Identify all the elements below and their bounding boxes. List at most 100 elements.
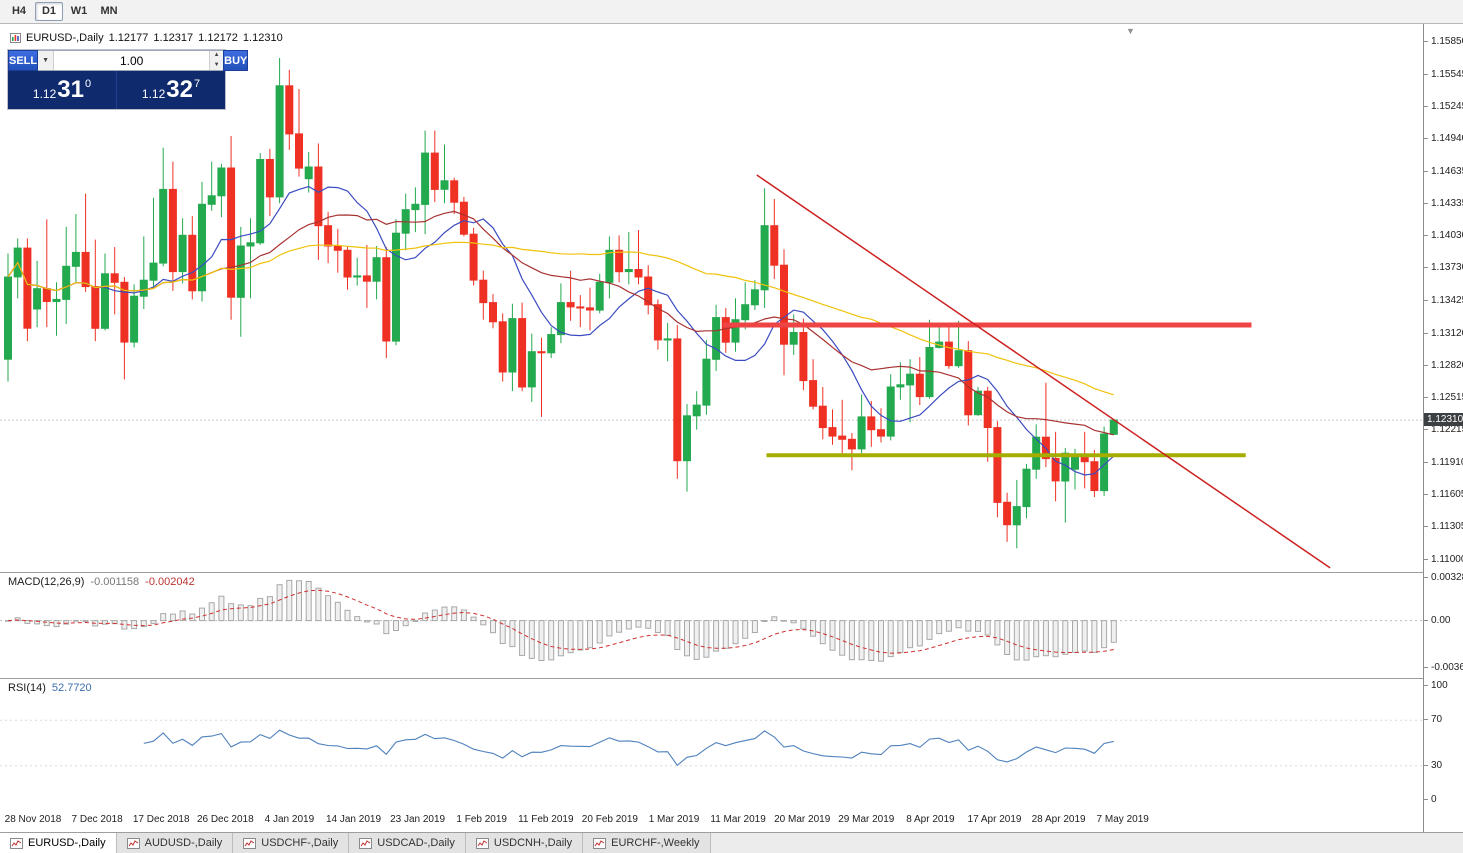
rsi-panel[interactable] — [0, 678, 1423, 808]
date-label: 11 Mar 2019 — [710, 814, 766, 825]
timeframe-button-d1[interactable]: D1 — [35, 2, 63, 21]
price-axis-label: 1.14940 — [1424, 134, 1463, 144]
main-chart-svg[interactable] — [0, 24, 1423, 572]
chart-title: EURUSD-,Daily 1.12177 1.12317 1.12172 1.… — [10, 32, 283, 44]
tab-label: EURCHF-,Weekly — [611, 837, 700, 849]
tab-label: USDCNH-,Daily — [493, 837, 573, 849]
rsi-axis-label: 0 — [1424, 795, 1463, 805]
timeframe-toolbar: H4 D1 W1 MN — [0, 0, 1463, 24]
chart-tab-bar: EURUSD-,Daily AUDUSD-,Daily USDCHF-,Daily U… — [0, 832, 1463, 853]
tab-label: USDCAD-,Daily — [377, 837, 455, 849]
macd-signal-line — [7, 589, 1114, 654]
date-label: 8 Apr 2019 — [906, 814, 955, 825]
date-label: 28 Nov 2018 — [4, 814, 62, 825]
price-axis-label: 1.13120 — [1424, 328, 1463, 339]
date-label: 7 Dec 2018 — [71, 814, 123, 825]
date-label: 29 Mar 2019 — [838, 814, 895, 825]
macd-label: MACD(12,26,9) -0.001158 -0.002042 — [8, 576, 195, 588]
current-price-badge: 1.12310 — [1424, 413, 1463, 427]
macd-axis-max: 0.003287 — [1424, 573, 1463, 583]
price-axis-label: 1.15850 — [1424, 37, 1463, 47]
date-axis[interactable]: 28 Nov 2018 7 Dec 2018 17 Dec 2018 26 Dec 2… — [0, 808, 1423, 832]
tab-usdcad-daily[interactable]: USDCAD-,Daily — [349, 833, 466, 853]
rsi-label: RSI(14) 52.7720 — [8, 682, 92, 694]
price-axis-label: 1.11605 — [1424, 490, 1463, 500]
candles — [4, 58, 1118, 549]
buy-price-pips: 32 — [166, 76, 193, 103]
chart-window[interactable]: EURUSD-,Daily 1.12177 1.12317 1.12172 1.… — [0, 24, 1463, 832]
lot-size-input[interactable] — [54, 51, 210, 70]
price-axis-label: 1.11305 — [1424, 522, 1463, 532]
price-axis-label: 1.12515 — [1424, 393, 1463, 403]
price-axis-label: 1.14635 — [1424, 166, 1463, 177]
price-axis-label: 1.14030 — [1424, 231, 1463, 241]
buy-price-point: 7 — [193, 78, 201, 90]
macd-signal-value: -0.002042 — [145, 576, 195, 588]
main-chart-panel[interactable] — [0, 24, 1423, 572]
price-axis-label: 1.11000 — [1424, 555, 1463, 565]
macd-histogram — [5, 579, 1117, 662]
lot-dropdown-arrow-icon[interactable]: ▼ — [38, 51, 55, 70]
rsi-name: RSI(14) — [8, 682, 46, 694]
sell-price[interactable]: 1.12 31 0 — [8, 71, 117, 109]
tab-chart-icon — [593, 837, 607, 849]
tab-chart-icon — [359, 837, 373, 849]
rsi-value: 52.7720 — [51, 682, 92, 694]
lot-size-control[interactable]: ▼ ▲ ▼ — [38, 50, 224, 71]
rsi-axis-label: 70 — [1424, 715, 1463, 725]
price-axis-label: 1.13730 — [1424, 263, 1463, 273]
date-label: 4 Jan 2019 — [264, 814, 315, 825]
buy-price-prefix: 1.12 — [141, 86, 166, 101]
price-axis-label: 1.12820 — [1424, 360, 1463, 371]
symbol-period-label: EURUSD-,Daily — [26, 32, 104, 44]
tab-chart-icon — [10, 837, 23, 849]
macd-panel[interactable] — [0, 572, 1423, 678]
buy-button[interactable]: BUY — [223, 50, 249, 71]
rsi-svg[interactable] — [0, 678, 1423, 808]
tab-chart-icon — [126, 837, 140, 849]
rsi-line — [143, 729, 1114, 767]
tab-label: EURUSD-,Daily — [28, 837, 106, 849]
chart-shift-marker-icon[interactable]: ▼ — [1126, 26, 1135, 36]
macd-axis-min: -0.003659 — [1424, 663, 1463, 673]
lot-decrease-button[interactable]: ▼ — [210, 60, 224, 70]
rsi-axis-label: 100 — [1424, 681, 1463, 691]
panel-separator[interactable] — [0, 678, 1463, 679]
price-axis[interactable]: 1.15850 1.15545 1.15245 1.14940 1.14635 1.143… — [1423, 24, 1463, 832]
tab-label: AUDUSD-,Daily — [144, 837, 223, 849]
tab-usdcnh-daily[interactable]: USDCNH-,Daily — [465, 833, 584, 853]
ma-10-line — [7, 185, 1115, 476]
timeframe-button-h4[interactable]: H4 — [5, 2, 33, 21]
macd-name: MACD(12,26,9) — [8, 576, 85, 588]
tab-eurusd-daily[interactable]: EURUSD-,Daily — [0, 833, 117, 853]
descending-trendline[interactable] — [756, 174, 1331, 569]
buy-price[interactable]: 1.12 32 7 — [117, 71, 225, 109]
price-axis-label: 1.15245 — [1424, 101, 1463, 112]
date-label: 14 Jan 2019 — [325, 814, 382, 825]
timeframe-button-mn[interactable]: MN — [95, 2, 123, 21]
sell-price-pips: 31 — [57, 76, 84, 103]
tab-usdchf-daily[interactable]: USDCHF-,Daily — [233, 833, 350, 853]
date-label: 20 Feb 2019 — [581, 814, 638, 825]
lot-spinner: ▲ ▼ — [209, 51, 224, 70]
timeframe-button-w1[interactable]: W1 — [65, 2, 93, 21]
date-label: 1 Feb 2019 — [456, 814, 507, 825]
price-axis-label: 1.14335 — [1424, 198, 1463, 209]
tab-chart-icon — [475, 837, 489, 849]
date-label: 1 Mar 2019 — [648, 814, 700, 825]
date-label: 17 Apr 2019 — [967, 814, 1022, 825]
tab-eurchf-weekly[interactable]: EURCHF-,Weekly — [583, 833, 711, 853]
panel-separator[interactable] — [0, 572, 1463, 573]
sell-button[interactable]: SELL — [8, 50, 39, 71]
date-label: 7 May 2019 — [1096, 814, 1149, 825]
lot-increase-button[interactable]: ▲ — [210, 51, 224, 61]
tab-chart-icon — [243, 837, 257, 849]
tab-label: USDCHF-,Daily — [261, 837, 339, 849]
date-label: 20 Mar 2019 — [774, 814, 831, 825]
macd-axis-zero: 0.00 — [1424, 615, 1463, 626]
tab-audusd-daily[interactable]: AUDUSD-,Daily — [116, 833, 234, 853]
price-axis-label: 1.11910 — [1424, 457, 1463, 468]
macd-svg[interactable] — [0, 572, 1423, 678]
date-label: 23 Jan 2019 — [390, 814, 446, 825]
